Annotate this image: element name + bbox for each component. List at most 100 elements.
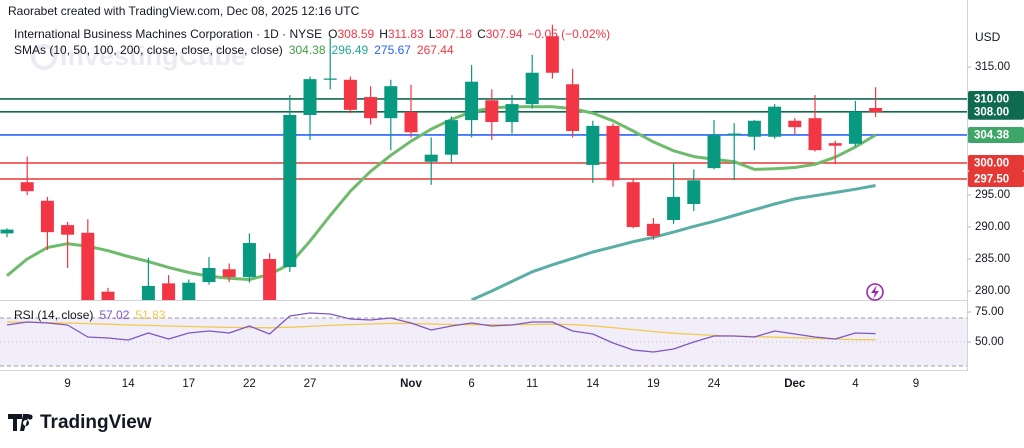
candle-body (101, 291, 115, 300)
candle-body (525, 72, 539, 105)
rsi-legend: RSI (14, close) 57.02 51.83 (14, 308, 166, 322)
ohlc-value: 307.94 (486, 27, 523, 41)
candle-body (162, 283, 176, 300)
candle-body (485, 100, 499, 123)
ohlc-value: 311.83 (388, 27, 424, 41)
ohlc-value: 308.59 (338, 27, 375, 41)
x-tick-label: 9 (913, 378, 919, 390)
candle-body (848, 111, 862, 144)
y-tick-label: 280.00 (975, 285, 1010, 297)
level-label-box (968, 90, 1024, 107)
candle-body (343, 79, 357, 110)
watermark-text: InvestingCube (60, 41, 246, 71)
moving-average (470, 184, 876, 300)
candle-body (303, 79, 317, 115)
x-tick-label: 17 (182, 378, 195, 390)
candle-body (687, 180, 701, 204)
candle-body (828, 143, 842, 146)
y-tick-label: 295.00 (975, 189, 1010, 201)
level-label: 304.38 (974, 129, 1010, 141)
ohlc-label: O (328, 27, 337, 41)
candle-body (444, 120, 458, 155)
ohlc-value: 307.18 (435, 27, 472, 41)
watermark: InvestingCube (31, 41, 246, 71)
candle-body (384, 86, 398, 119)
candle-body (222, 269, 236, 277)
brand-logo: TradingView (8, 412, 152, 433)
candle-body (81, 232, 95, 300)
candle-body (727, 133, 741, 136)
brand-text: TradingView (40, 412, 152, 433)
candle-body (667, 196, 681, 220)
sma-legend: SMAs (10, 50, 100, 200, close, close, cl… (14, 43, 454, 57)
level-label-box (968, 126, 1024, 143)
candle-body (505, 104, 519, 123)
level-label-box (968, 103, 1024, 120)
x-tick-label: Nov (400, 378, 422, 390)
attribution: Raorabet created with TradingView.com, D… (8, 4, 360, 18)
x-tick-label: 24 (708, 378, 721, 390)
level-label-box (968, 155, 1024, 172)
candle-body (465, 81, 479, 121)
ohlc-label: L (429, 27, 436, 41)
symbol-title: International Business Machines Corporat… (14, 27, 322, 41)
candle-body (626, 182, 640, 228)
rsi-y-tick-label: 50.00 (975, 336, 1004, 348)
axes: 315.00 295.00 290.00 285.00 280.00 310.00308.… (64, 61, 1024, 390)
candle-body (0, 229, 14, 234)
moving-average (6, 105, 877, 281)
x-tick-label: 19 (647, 378, 660, 390)
candle-body (566, 84, 580, 131)
x-tick-label: 4 (852, 378, 859, 390)
x-tick-label: 27 (304, 378, 317, 390)
candle-body (61, 225, 75, 235)
candle-body (364, 97, 378, 119)
price-pane (0, 24, 967, 300)
rsi-pane (0, 312, 967, 367)
candle-body (263, 259, 277, 300)
candle-body (707, 134, 721, 169)
sma-value: 296.49 (332, 43, 369, 57)
candle-body (646, 223, 660, 236)
rsi-line (6, 312, 876, 353)
candle-body (808, 118, 822, 151)
candle-body (788, 120, 802, 128)
level-label: 308.00 (974, 106, 1009, 118)
x-tick-label: 14 (586, 378, 599, 390)
level-label: 297.50 (974, 174, 1009, 186)
header: Raorabet created with TradingView.com, D… (8, 4, 610, 322)
candle-body (747, 120, 761, 137)
x-tick-label: 22 (243, 378, 256, 390)
rsi-ma-value: 51.83 (135, 308, 165, 322)
candle-body (869, 108, 883, 113)
candle-body (283, 114, 297, 268)
candle-body (141, 285, 155, 300)
indicator-icon (866, 283, 884, 301)
x-tick-label: Dec (784, 378, 806, 390)
candle-body (768, 106, 782, 137)
candle-body (606, 125, 620, 181)
candle-body (202, 267, 216, 283)
sma-value: 267.44 (417, 43, 454, 57)
candle-body (404, 111, 418, 133)
y-tick-label: 285.00 (975, 253, 1010, 265)
change: −0.05 (−0.02%) (527, 27, 610, 41)
ohlc-label: C (477, 27, 486, 41)
candle-body (424, 154, 438, 162)
x-tick-label: 9 (64, 378, 70, 390)
candle-body (323, 78, 337, 80)
sma-value: 275.67 (374, 43, 411, 57)
sma-label: SMAs (10, 50, 100, 200, close, close, cl… (14, 43, 283, 57)
y-tick-label: 315.00 (975, 61, 1010, 73)
candle-body (182, 282, 196, 300)
legend-line: International Business Machines Corporat… (14, 27, 610, 41)
candle-body (586, 125, 600, 165)
sma-value: 304.38 (289, 43, 326, 57)
level-label-box (968, 171, 1024, 188)
currency: USD (975, 30, 1001, 44)
level-label: 300.00 (974, 158, 1009, 170)
y-tick-label: 290.00 (975, 221, 1010, 233)
rsi-value: 57.02 (99, 308, 129, 322)
